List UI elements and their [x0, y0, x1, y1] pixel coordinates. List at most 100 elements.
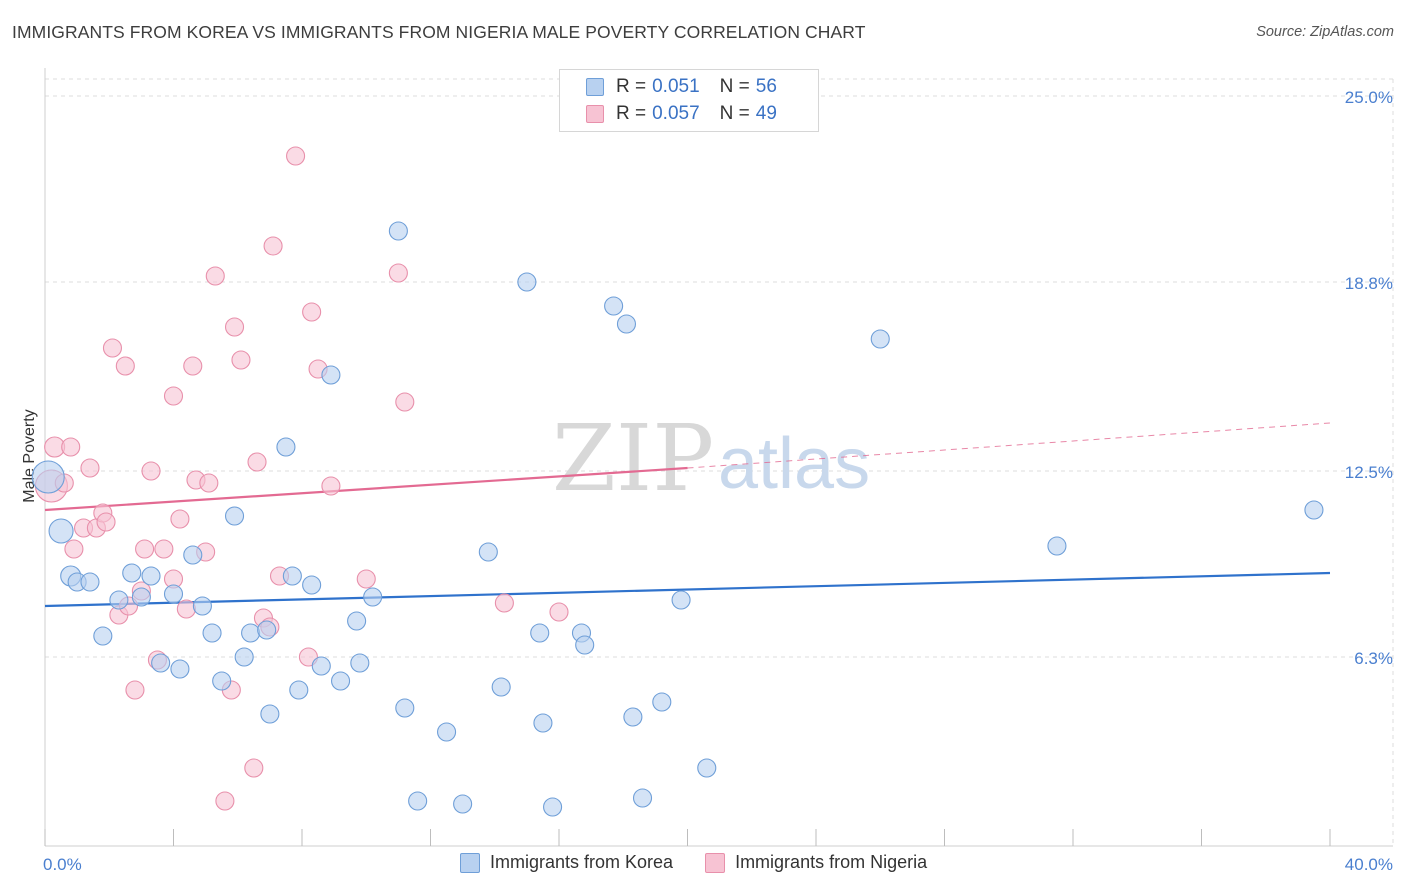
- x-tick-labels: 0.0% 40.0%: [43, 855, 1393, 874]
- korea-point-8: [131, 587, 151, 607]
- series-label-korea: Immigrants from Korea: [490, 852, 674, 872]
- korea-point-27: [321, 365, 341, 385]
- korea-point-52: [870, 329, 890, 349]
- korea-point-45: [604, 296, 624, 316]
- korea-point-12: [170, 659, 190, 679]
- korea-point-6: [109, 590, 129, 610]
- korea-point-36: [453, 794, 473, 814]
- nigeria-point-24: [183, 356, 203, 376]
- korea-point-48: [632, 788, 653, 808]
- korea-point-7: [122, 563, 142, 583]
- nigeria-point-39: [286, 146, 306, 166]
- trend-nigeria-dashed: [687, 422, 1331, 469]
- nigeria-point-10: [102, 338, 123, 358]
- korea-point-38: [491, 677, 511, 697]
- y-tick-label-2: 18.8%: [1345, 274, 1393, 293]
- legend-r-value-nigeria: 0.057: [652, 103, 700, 124]
- korea-point-0: [31, 460, 65, 494]
- nigeria-point-47: [494, 593, 514, 613]
- korea-point-30: [350, 653, 370, 673]
- korea-point-34: [408, 791, 428, 811]
- nigeria-point-6: [80, 458, 100, 478]
- korea-point-4: [80, 572, 100, 592]
- korea-point-22: [276, 437, 296, 457]
- source-credit: Source: ZipAtlas.com: [1256, 24, 1394, 40]
- korea-point-25: [302, 575, 322, 595]
- chart-title: IMMIGRANTS FROM KOREA VS IMMIGRANTS FROM…: [12, 22, 866, 42]
- korea-point-53: [1047, 536, 1067, 556]
- nigeria-point-46: [395, 392, 415, 412]
- series-swatch-nigeria: [705, 852, 726, 873]
- legend-swatch-nigeria: [586, 105, 604, 123]
- korea-point-24: [289, 680, 309, 700]
- trend-line-korea: [44, 571, 1331, 608]
- korea-point-28: [330, 671, 351, 691]
- korea-point-5: [93, 626, 113, 646]
- nigeria-point-4: [64, 539, 84, 559]
- series-legend-nigeria[interactable]: Immigrants from Nigeria: [705, 852, 927, 873]
- nigeria-point-17: [141, 461, 161, 481]
- nigeria-point-12: [115, 356, 135, 376]
- legend-r-label: R =: [616, 76, 647, 97]
- x-tick-label-1: 40.0%: [1345, 855, 1393, 874]
- y-tick-labels: 6.3% 12.5% 18.8% 25.0%: [1345, 88, 1393, 668]
- nigeria-point-9: [96, 512, 116, 532]
- korea-point-49: [652, 692, 672, 712]
- korea-point-50: [671, 590, 691, 610]
- korea-point-17: [224, 506, 245, 526]
- trend-korea-solid: [44, 571, 1331, 608]
- korea-point-32: [388, 221, 408, 241]
- nigeria-point-41: [302, 302, 322, 322]
- korea-point-46: [616, 314, 637, 334]
- korea-point-40: [530, 623, 550, 643]
- points-nigeria: [34, 146, 569, 811]
- korea-point-13: [183, 545, 203, 565]
- y-tick-label-3: 25.0%: [1345, 88, 1393, 107]
- nigeria-point-31: [224, 317, 245, 337]
- legend-r-value-korea: 0.051: [652, 76, 700, 97]
- watermark: ZIP atlas: [552, 405, 870, 512]
- watermark-zip: ZIP: [552, 405, 714, 512]
- x-tick-label-0: 0.0%: [43, 855, 82, 874]
- korea-point-39: [517, 272, 537, 292]
- korea-point-14: [192, 596, 212, 616]
- series-legend-korea[interactable]: Immigrants from Korea: [460, 852, 673, 873]
- nigeria-point-43: [321, 476, 341, 496]
- legend-n-value-nigeria: 49: [755, 103, 777, 124]
- legend-row-nigeria: R = 0.057 N = 49: [586, 102, 777, 126]
- legend-n-label: N =: [719, 103, 750, 124]
- nigeria-point-48: [549, 602, 569, 622]
- points-korea: [31, 221, 1324, 817]
- nigeria-point-32: [231, 350, 251, 370]
- nigeria-point-3: [61, 437, 81, 457]
- watermark-atlas: atlas: [718, 424, 870, 504]
- korea-point-1: [48, 518, 74, 544]
- korea-point-10: [151, 653, 171, 673]
- korea-point-44: [575, 635, 595, 655]
- nigeria-point-29: [215, 791, 235, 811]
- korea-point-29: [347, 611, 367, 631]
- trend-line-nigeria: [44, 422, 1331, 512]
- trend-nigeria-solid: [44, 466, 688, 512]
- nigeria-point-27: [199, 473, 219, 493]
- nigeria-point-19: [154, 539, 174, 559]
- series-legend: Immigrants from Korea Immigrants from Ni…: [460, 852, 959, 873]
- nigeria-point-33: [244, 758, 264, 778]
- y-tick-label-0: 6.3%: [1354, 649, 1393, 668]
- korea-point-51: [697, 758, 717, 778]
- korea-point-37: [478, 542, 498, 562]
- axes: [44, 68, 1393, 847]
- korea-point-19: [241, 623, 261, 643]
- legend-row-korea: R = 0.051 N = 56: [586, 75, 777, 99]
- nigeria-point-16: [135, 539, 155, 559]
- nigeria-point-44: [356, 569, 376, 589]
- korea-point-42: [543, 797, 563, 817]
- korea-point-9: [141, 566, 161, 586]
- series-swatch-korea: [460, 852, 480, 873]
- nigeria-point-14: [125, 680, 145, 700]
- nigeria-point-22: [170, 509, 190, 529]
- legend-r-label: R =: [616, 103, 647, 124]
- legend-n-label: N =: [719, 76, 750, 97]
- y-tick-label-1: 12.5%: [1345, 463, 1393, 482]
